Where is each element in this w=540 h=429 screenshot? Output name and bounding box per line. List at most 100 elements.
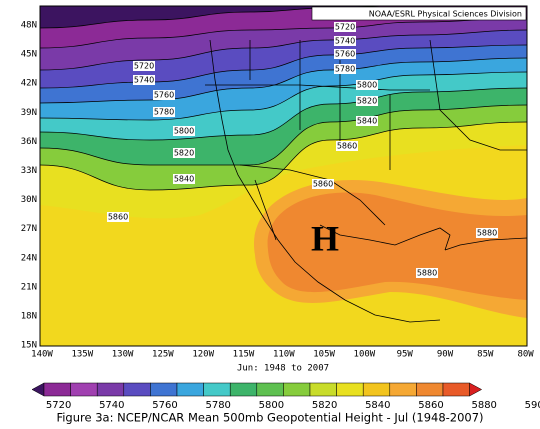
lon-label: 135W [71,350,93,360]
band [267,192,527,300]
contour [40,104,527,166]
contour-label: 5780 [335,65,355,74]
colorbar-cell [43,382,71,397]
colorbar-label: 5880 [471,400,496,411]
lat-label: 39N [21,108,37,118]
contour [40,87,527,141]
boundary [254,179,277,241]
colorbar-cell [203,382,231,397]
contour-label-box [336,141,358,151]
colorbar-cell [176,382,204,397]
colorbar-label: 5820 [312,400,337,411]
contour-label-box [476,228,498,238]
colorbar-label: 5860 [418,400,443,411]
colorbar-cell [150,382,178,397]
lon-label: 100W [354,350,376,360]
contour-label: 5780 [154,108,174,117]
colorbar-cell [123,382,151,397]
lon-label: 110W [273,350,295,360]
map-frame [39,5,528,347]
boundary [209,39,441,323]
colorbar-cell [70,382,98,397]
contour-label: 5840 [357,117,377,126]
lat-label: 33N [21,166,37,176]
contour-label-box [173,174,195,184]
colorbar-label: 5740 [99,400,124,411]
contour-label-box [312,179,334,189]
contour-label: 5760 [154,91,174,100]
contour-label-box [133,75,155,85]
period: Jun: 1948 to 2007 [237,364,329,374]
lon-label: 140W [31,350,53,360]
lat-label: 15N [21,341,37,351]
source-box [311,6,527,21]
contour-label-box [173,148,195,158]
contour-label-box [334,22,356,32]
contour-label: 5720 [335,23,355,32]
colorbar-cell [283,382,311,397]
contour [40,57,527,104]
colorbar-cell [96,382,125,397]
contour [40,29,527,71]
contour-label-box [173,126,195,136]
contour [40,121,527,191]
contour-label-box [153,90,175,100]
colorbar-cell [442,382,470,397]
colorbar-cell [256,382,284,397]
colorbar-cell [416,382,444,397]
colorbar-label: 5900 [525,400,540,411]
lon-label: 115W [233,350,255,360]
lat-label: 48N [21,21,37,31]
lat-label: 27N [21,224,37,234]
boundary [249,39,527,170]
contour-label: 5860 [337,142,357,151]
contour-label: 5820 [357,97,377,106]
colorbar-label: 5760 [152,400,177,411]
contour-label-box [107,212,129,222]
colorbar-cell [362,382,391,397]
contour [40,6,390,29]
lat-label: 21N [21,282,37,292]
lat-label: 36N [21,137,37,147]
contour-label-box [334,36,356,46]
lat-label: 42N [21,79,37,89]
lon-label: 95W [397,350,414,360]
colorbar-label: 5720 [46,400,71,411]
lon-label: 130W [112,350,134,360]
contour-label-box [356,116,378,126]
lon-label: 90W [437,350,454,360]
contour-label: 5880 [477,229,497,238]
contour-label: 5800 [357,81,377,90]
lon-label: 80W [517,350,534,360]
lon-label: 85W [477,350,494,360]
lat-label: 18N [21,312,37,322]
lat-label: 30N [21,195,37,205]
contour [40,44,527,89]
contour-label: 5860 [108,213,128,222]
contour-label-box [416,268,438,278]
lon-label: 120W [192,350,214,360]
lat-label: 24N [21,253,37,263]
colorbar-label: 5840 [365,400,390,411]
lon-label: 105W [313,350,335,360]
colorbar-cell [309,382,337,397]
contour-label: 5760 [335,50,355,59]
colorbar-label: 5780 [205,400,230,411]
high-label: H [311,218,339,258]
contour-label-box [334,64,356,74]
caption: Figure 3a: NCEP/NCAR Mean 500mb Geopoten… [56,411,483,425]
contour-label: 5840 [174,175,194,184]
boundary [444,237,527,251]
colorbar-end [31,382,45,397]
source: NOAA/ESRL Physical Sciences Division [369,10,522,19]
contour-label-box [334,49,356,59]
boundary [205,84,430,91]
contour-label: 5860 [313,180,333,189]
contour-label: 5720 [134,62,154,71]
contour-label: 5740 [335,37,355,46]
colorbar-cell [389,382,417,397]
contour-label-box [356,80,378,90]
contour [40,17,527,49]
contour-label-box [133,61,155,71]
